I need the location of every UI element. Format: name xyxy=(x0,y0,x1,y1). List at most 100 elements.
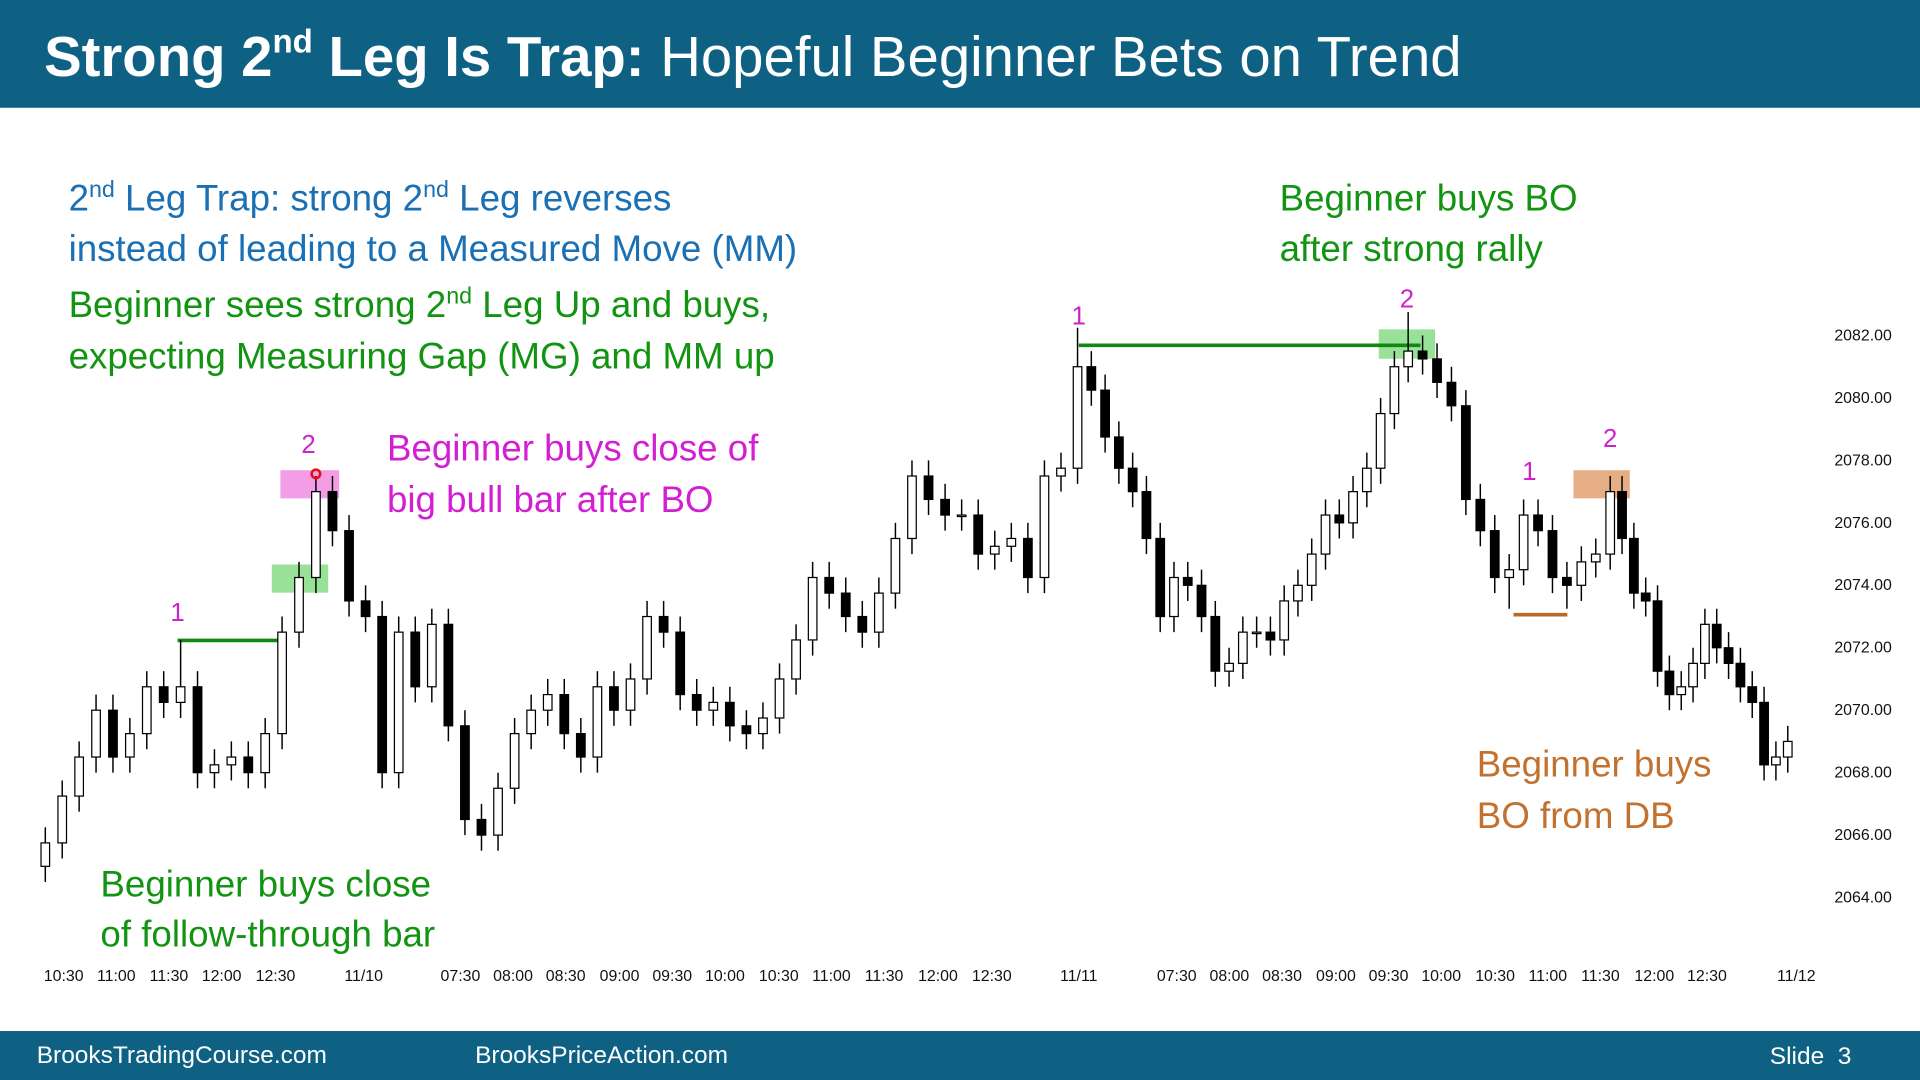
candle-body xyxy=(1210,615,1221,672)
candle-body xyxy=(675,631,686,696)
candle-body xyxy=(1700,623,1710,664)
candle-body xyxy=(1389,366,1400,415)
candle-body xyxy=(940,498,950,516)
note-line: Beginner buys BO xyxy=(1280,178,1578,219)
candle-body xyxy=(124,733,135,758)
candle-body xyxy=(1664,670,1675,696)
candle-body xyxy=(192,686,203,774)
candle-body xyxy=(1759,701,1769,766)
candle-body xyxy=(1504,569,1515,579)
leg-marker: 1 xyxy=(170,599,184,627)
note-part: instead of leading to a Measured Move (M… xyxy=(69,228,798,269)
leg-marker: 2 xyxy=(301,431,315,459)
candle-body xyxy=(1628,537,1639,594)
x-tick-label: 11:30 xyxy=(1581,968,1620,985)
candle-body xyxy=(1605,491,1616,555)
x-tick-label: 08:30 xyxy=(546,968,586,985)
slide-title: Strong 2nd Leg Is Trap: Hopeful Beginner… xyxy=(44,24,1462,88)
candle-body xyxy=(209,764,220,774)
candle-body xyxy=(824,576,835,594)
title-part: Leg Is Trap: xyxy=(313,25,645,88)
x-tick-label: 11:00 xyxy=(97,968,136,985)
candle-body xyxy=(1293,584,1303,602)
title-part: Strong 2 xyxy=(44,25,272,88)
candle-body xyxy=(774,678,785,719)
x-tick-label: 10:30 xyxy=(1475,968,1515,985)
candle-body xyxy=(1460,405,1471,501)
y-tick-label: 2080.00 xyxy=(1834,390,1892,407)
candle-body xyxy=(443,623,454,727)
note-part: Leg Trap: strong 2 xyxy=(115,178,423,219)
note-line: instead of leading to a Measured Move (M… xyxy=(69,228,798,269)
candle-body xyxy=(1086,366,1097,391)
note-line: after strong rally xyxy=(1280,228,1544,269)
candle-body xyxy=(1127,467,1138,493)
footer-site: BrooksTradingCourse.com xyxy=(37,1042,327,1069)
candle-body xyxy=(327,491,338,532)
candle-body xyxy=(1417,350,1428,360)
y-tick-label: 2066.00 xyxy=(1834,827,1892,844)
axes: 2064.00 2066.00 2068.00 2070.00 2072.00 2074.… xyxy=(44,327,1892,984)
note-line: Beginner sees strong 2nd Leg Up and buys… xyxy=(69,283,771,325)
candle-body xyxy=(1072,366,1083,469)
x-tick-label: 12:00 xyxy=(918,968,958,985)
title-sup: nd xyxy=(272,24,312,61)
candles xyxy=(40,312,1793,882)
candle-body xyxy=(1251,631,1262,635)
header-bar xyxy=(0,0,1920,108)
candle-body xyxy=(1279,600,1290,641)
candle-body xyxy=(1432,358,1442,383)
candle-body xyxy=(625,678,636,711)
candle-body xyxy=(1320,514,1331,555)
candle-body xyxy=(175,686,186,704)
candle-body xyxy=(840,592,851,618)
candle-body xyxy=(476,818,487,836)
candle-body xyxy=(108,709,118,758)
candle-body xyxy=(1265,631,1276,641)
candle-body xyxy=(410,631,421,688)
note-line: Beginner buys xyxy=(1477,743,1712,784)
note-trap: 2nd Leg Trap: strong 2nd Leg reverses in… xyxy=(69,176,798,269)
candle-body xyxy=(791,639,801,680)
x-tick-label: 12:30 xyxy=(1687,968,1727,985)
x-tick-label: 07:30 xyxy=(1157,968,1197,985)
note-line: BO from DB xyxy=(1477,795,1675,836)
candle-body xyxy=(542,693,553,711)
x-tick-label: 09:30 xyxy=(652,968,692,985)
candle-body xyxy=(1375,412,1386,469)
candle-body xyxy=(40,842,51,867)
candle-body xyxy=(260,733,271,774)
candle-body xyxy=(294,576,304,633)
x-tick-label: 09:30 xyxy=(1369,968,1409,985)
x-tick-label: 12:00 xyxy=(1634,968,1674,985)
x-tick-label: 09:00 xyxy=(1316,968,1356,985)
leg-marker: 2 xyxy=(1400,285,1414,313)
candle-body xyxy=(708,701,719,711)
candle-body xyxy=(1723,647,1734,664)
candle-body xyxy=(1006,537,1017,547)
candle-body xyxy=(559,693,570,735)
x-tick-label: 11/10 xyxy=(344,968,383,985)
leg-marker: 1 xyxy=(1072,302,1086,330)
candle-body xyxy=(1224,662,1234,672)
candle-body xyxy=(360,600,371,618)
note-part: Leg reverses xyxy=(449,178,671,219)
candle-body xyxy=(1182,576,1193,586)
x-tick-label: 12:30 xyxy=(972,968,1012,985)
candle-body xyxy=(226,756,237,766)
candle-body xyxy=(243,756,254,774)
candle-body xyxy=(1155,537,1166,618)
candle-body xyxy=(1022,537,1033,579)
candle-body xyxy=(1039,475,1050,579)
note-part: Beginner sees strong 2 xyxy=(69,284,447,325)
candle-body xyxy=(377,615,388,774)
candle-body xyxy=(1446,381,1457,407)
x-tick-label: 10:30 xyxy=(44,968,84,985)
candle-body xyxy=(1652,600,1663,672)
note-part: expecting Measuring Gap (MG) and MM up xyxy=(69,336,775,377)
note-sup: nd xyxy=(89,176,115,202)
candle-body xyxy=(1640,592,1651,602)
x-tick-label: 08:30 xyxy=(1262,968,1302,985)
note-line: big bull bar after BO xyxy=(387,479,714,520)
candle-body xyxy=(1747,686,1758,704)
